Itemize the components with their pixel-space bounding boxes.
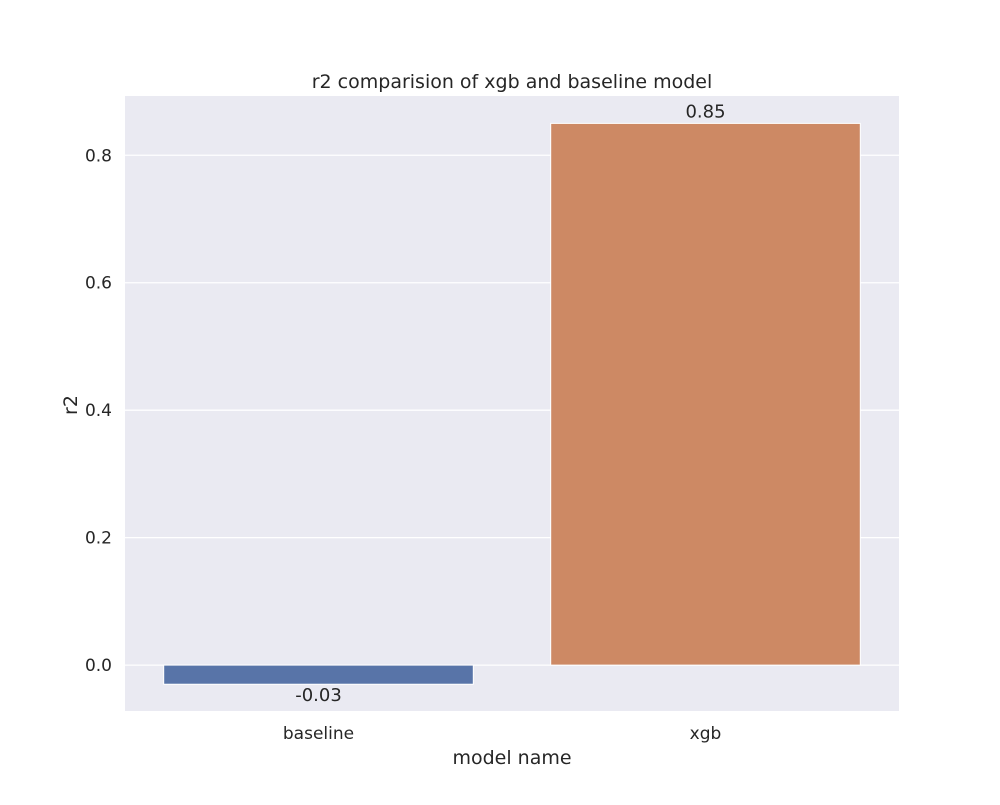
chart-title: r2 comparision of xgb and baseline model bbox=[312, 71, 713, 93]
data-labels: -0.03 0.85 bbox=[295, 101, 725, 706]
data-label-baseline: -0.03 bbox=[295, 685, 342, 706]
bar-xgb bbox=[550, 122, 861, 666]
x-tick-label-baseline: baseline bbox=[283, 724, 354, 744]
y-tick-label: 0.2 bbox=[85, 529, 112, 549]
x-axis-ticks: baseline xgb bbox=[283, 724, 721, 744]
y-tick-label: 0.6 bbox=[85, 274, 112, 294]
y-tick-label: 0.0 bbox=[85, 656, 112, 676]
bars bbox=[163, 122, 861, 685]
y-tick-label: 0.8 bbox=[85, 146, 112, 166]
y-axis-ticks: 0.0 0.2 0.4 0.6 0.8 bbox=[85, 146, 112, 676]
x-tick-label-xgb: xgb bbox=[690, 724, 722, 744]
data-label-xgb: 0.85 bbox=[685, 101, 725, 122]
y-tick-label: 0.4 bbox=[85, 401, 112, 421]
y-axis-label: r2 bbox=[60, 395, 82, 415]
x-axis-label: model name bbox=[452, 747, 571, 769]
bar-baseline bbox=[163, 664, 474, 685]
